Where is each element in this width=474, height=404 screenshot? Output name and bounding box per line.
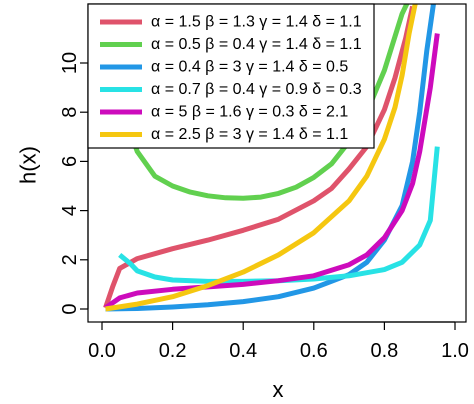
x-axis: 0.0 0.2 0.4 0.6 0.8 1.0 (88, 321, 469, 362)
x-tick-label: 0.8 (370, 340, 398, 362)
y-tick-label: 4 (59, 205, 81, 216)
y-axis: 0 2 4 6 8 10 (59, 52, 89, 315)
x-tick-label: 0.6 (300, 340, 328, 362)
legend-box (87, 3, 375, 149)
y-tick-label: 10 (59, 52, 81, 74)
series-layer (103, 4, 440, 312)
x-tick-label: 0.4 (229, 340, 257, 362)
y-tick-label: 6 (59, 156, 81, 167)
legend-label-6: α = 2.5 β = 3 γ = 1.4 δ = 1.1 (151, 126, 348, 143)
series-line-6 (105, 4, 418, 312)
x-tick-label: 0.2 (159, 340, 187, 362)
legend-label-2: α = 0.5 β = 0.4 γ = 1.4 δ = 1.1 (151, 36, 362, 53)
series-line-5 (104, 33, 440, 310)
x-tick-label: 1.0 (441, 340, 469, 362)
legend-label-3: α = 0.4 β = 3 γ = 1.4 δ = 0.5 (151, 59, 348, 76)
legend: α = 1.5 β = 1.3 γ = 1.4 δ = 1.1 α = 0.5 β… (87, 3, 375, 149)
legend-label-1: α = 1.5 β = 1.3 γ = 1.4 δ = 1.1 (151, 14, 362, 31)
x-tick-label: 0.0 (88, 340, 116, 362)
y-tick-label: 0 (59, 303, 81, 314)
legend-label-5: α = 5 β = 1.6 γ = 0.3 δ = 2.1 (151, 104, 348, 121)
y-axis-label: h(x) (16, 146, 41, 184)
series-line-4 (118, 146, 440, 284)
x-axis-label: x (273, 377, 284, 402)
legend-label-4: α = 0.7 β = 0.4 γ = 0.9 δ = 0.3 (151, 81, 362, 98)
y-tick-label: 8 (59, 107, 81, 118)
y-tick-label: 2 (59, 254, 81, 265)
